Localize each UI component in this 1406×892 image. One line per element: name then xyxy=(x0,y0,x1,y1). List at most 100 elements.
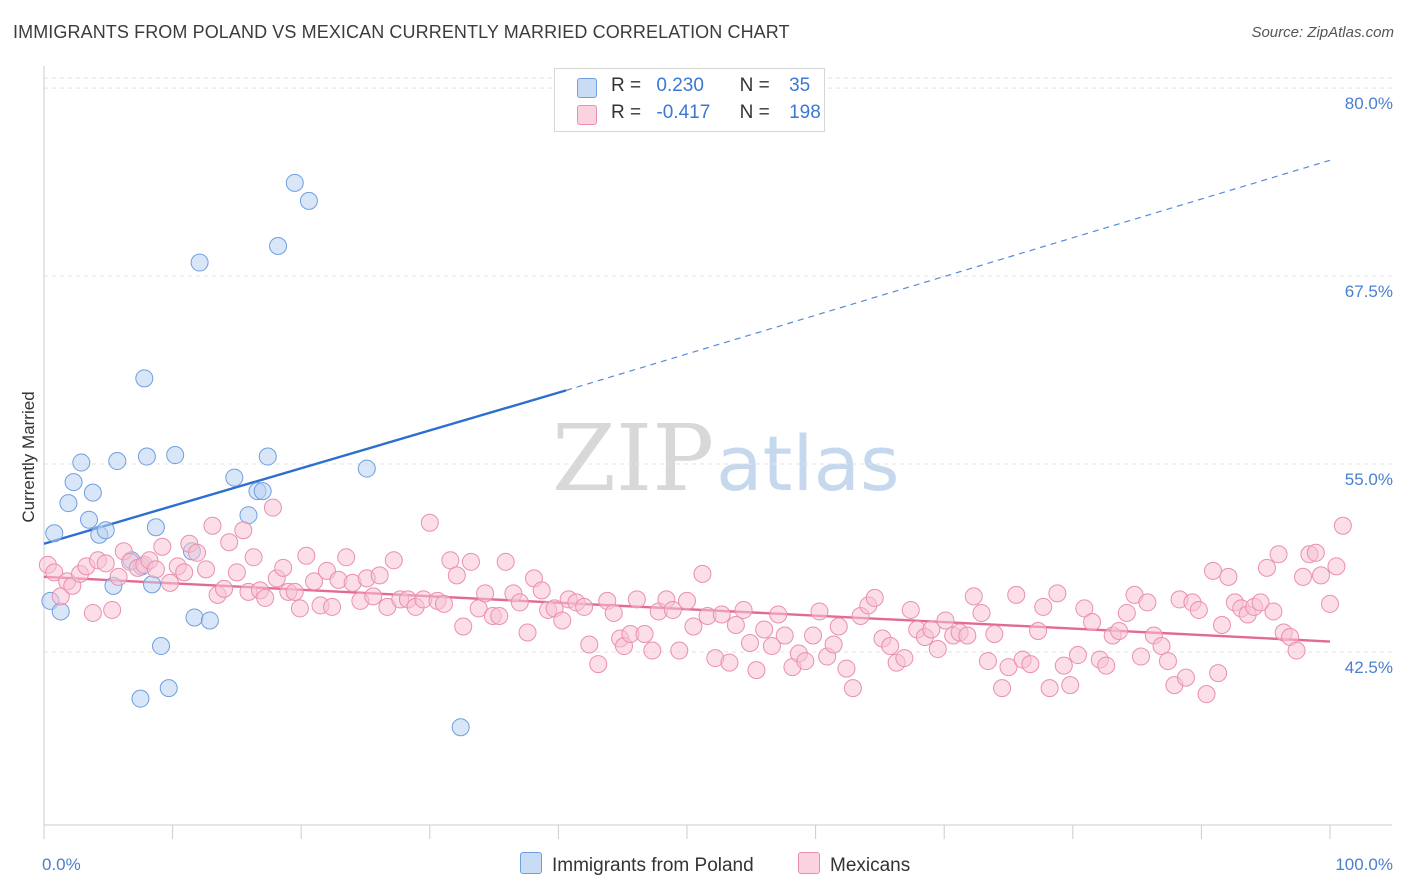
point-1-191 xyxy=(1321,594,1339,613)
point-1-182 xyxy=(1264,602,1283,621)
point-1-59 xyxy=(420,513,439,532)
point-1-115 xyxy=(810,602,829,621)
point-1-78 xyxy=(553,611,572,630)
point-1-114 xyxy=(804,626,823,645)
point-1-27 xyxy=(215,579,234,598)
point-1-175 xyxy=(1219,567,1238,586)
point-1-125 xyxy=(881,637,900,656)
point-1-29 xyxy=(227,563,246,582)
point-0-9 xyxy=(96,521,115,540)
point-0-2 xyxy=(51,602,70,621)
point-1-151 xyxy=(1061,676,1080,695)
point-1-47 xyxy=(337,548,356,567)
y-tick-label-2: 67.5% xyxy=(1345,282,1393,301)
point-1-37 xyxy=(274,558,293,577)
bottom-legend-swatch-poland xyxy=(520,852,542,874)
point-1-145 xyxy=(1021,655,1040,674)
point-1-18 xyxy=(153,537,172,556)
y-tick-label-1: 55.0% xyxy=(1345,470,1393,489)
point-0-5 xyxy=(72,453,91,472)
point-1-107 xyxy=(755,620,774,639)
point-1-24 xyxy=(197,560,216,579)
point-1-42 xyxy=(305,572,324,591)
legend-n-value: 35 xyxy=(789,75,811,96)
point-1-66 xyxy=(469,599,488,618)
watermark-atlas: atlas xyxy=(716,419,900,508)
point-1-120 xyxy=(843,679,862,698)
point-0-6 xyxy=(80,510,99,529)
watermark-zip: ZIP xyxy=(552,405,714,512)
gridlines xyxy=(44,77,1392,653)
point-1-132 xyxy=(928,640,947,659)
point-0-31 xyxy=(269,236,288,255)
y-tick-label-3: 80.0% xyxy=(1345,94,1393,113)
legend-swatch-poland xyxy=(577,78,597,98)
point-1-173 xyxy=(1209,664,1228,683)
point-1-21 xyxy=(175,563,194,582)
point-1-34 xyxy=(256,588,275,607)
point-1-131 xyxy=(922,620,941,639)
point-1-136 xyxy=(958,626,977,645)
point-1-149 xyxy=(1048,584,1067,603)
x-tick-labels: 0.0% 100.0% xyxy=(42,855,1393,874)
point-0-17 xyxy=(143,575,162,594)
point-0-27 xyxy=(239,506,258,525)
point-1-19 xyxy=(161,573,180,592)
point-1-171 xyxy=(1197,685,1216,704)
source-label: Source: ZipAtlas.com xyxy=(1251,24,1394,41)
point-1-91 xyxy=(643,641,662,660)
point-1-172 xyxy=(1203,561,1222,580)
point-0-35 xyxy=(451,718,470,737)
x-tick-label-1: 100.0% xyxy=(1335,855,1393,874)
point-1-63 xyxy=(447,566,466,585)
point-1-41 xyxy=(297,546,316,565)
point-1-168 xyxy=(1176,668,1195,687)
point-1-61 xyxy=(434,594,453,613)
point-1-161 xyxy=(1131,647,1150,666)
point-1-189 xyxy=(1306,543,1325,562)
bottom-legend-label-poland: Immigrants from Poland xyxy=(552,855,754,876)
x-tick-label-0: 0.0% xyxy=(42,855,81,874)
point-1-103 xyxy=(726,615,745,634)
point-1-137 xyxy=(964,587,983,606)
point-0-15 xyxy=(135,369,154,388)
point-1-156 xyxy=(1097,656,1116,675)
point-1-62 xyxy=(441,551,460,570)
point-1-143 xyxy=(1007,585,1026,604)
point-1-52 xyxy=(370,566,389,585)
legend-r-label: R = xyxy=(611,75,642,96)
point-1-105 xyxy=(741,634,760,653)
point-1-104 xyxy=(734,600,753,619)
point-1-54 xyxy=(384,551,403,570)
point-1-65 xyxy=(461,552,480,571)
bottom-legend-label-mexicans: Mexicans xyxy=(830,855,911,876)
point-1-183 xyxy=(1269,545,1288,564)
legend-r-value: -0.417 xyxy=(656,102,711,123)
point-0-21 xyxy=(166,446,185,465)
point-1-106 xyxy=(747,661,766,680)
point-1-127 xyxy=(895,649,914,668)
point-1-25 xyxy=(203,516,222,535)
legend-swatch-mexicans xyxy=(577,105,597,125)
point-1-75 xyxy=(532,581,551,600)
point-1-108 xyxy=(762,637,781,656)
point-1-94 xyxy=(663,600,682,619)
point-1-110 xyxy=(775,626,794,645)
point-1-64 xyxy=(454,617,473,636)
point-1-117 xyxy=(824,635,843,654)
bottom-legend-swatch-mexicans xyxy=(798,852,820,874)
legend-r-value: 0.230 xyxy=(656,75,704,96)
point-0-4 xyxy=(64,473,83,492)
axes xyxy=(43,66,1392,839)
watermark: ZIP atlas xyxy=(552,405,900,512)
legend-n-label: N = xyxy=(739,75,770,96)
data-points xyxy=(38,173,1352,737)
point-1-186 xyxy=(1287,641,1306,660)
point-1-90 xyxy=(635,625,654,644)
point-1-85 xyxy=(604,603,623,622)
point-0-3 xyxy=(59,494,78,513)
point-0-18 xyxy=(146,518,165,537)
point-0-16 xyxy=(137,447,156,466)
point-1-153 xyxy=(1075,599,1094,618)
point-1-17 xyxy=(146,560,165,579)
